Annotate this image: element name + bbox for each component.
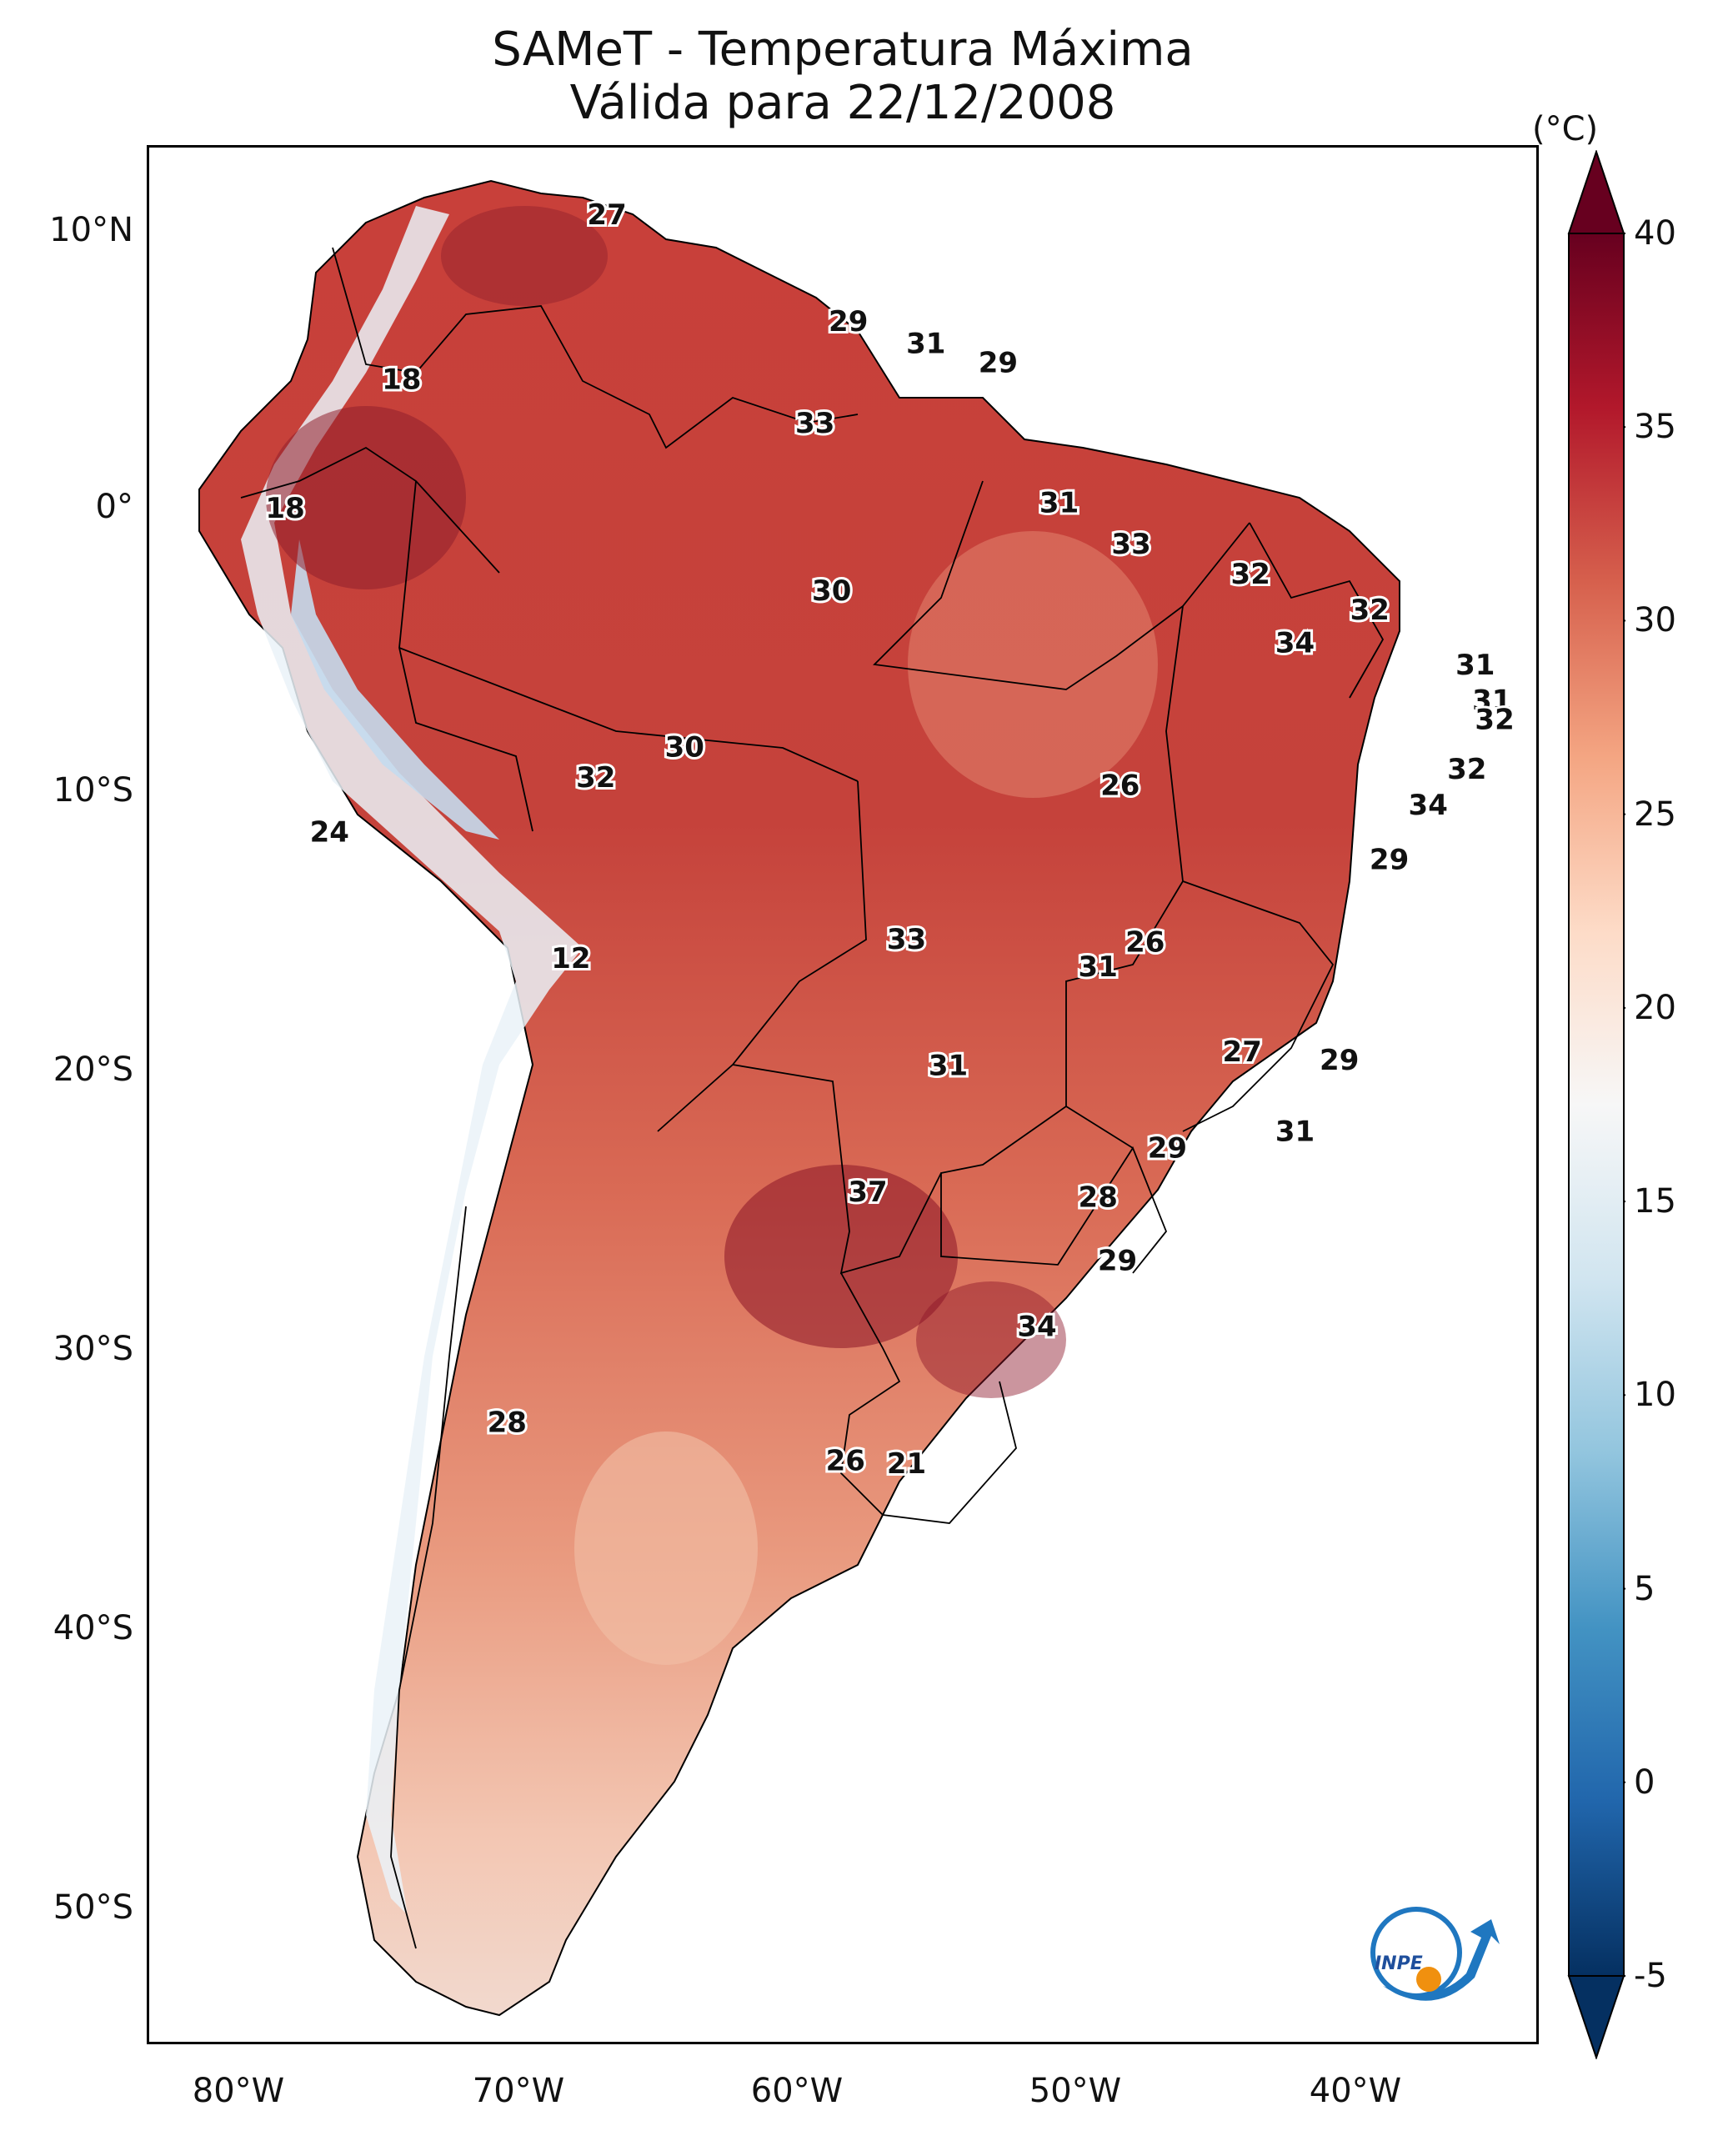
temperature-label: 26 — [826, 1445, 865, 1478]
temperature-label: 26 — [1100, 770, 1139, 803]
colorbar-tick-label: 30 — [1634, 601, 1676, 640]
lat-label-10n: 10°N — [49, 211, 133, 249]
map-title: SAMeT - Temperatura Máxima — [492, 23, 1194, 77]
temperature-label: 24 — [310, 816, 349, 850]
colorbar — [1567, 150, 1625, 2059]
colorbar-gradient — [1568, 233, 1625, 1977]
lon-label-50w: 50°W — [1029, 2072, 1122, 2110]
temperature-label: 31 — [1472, 684, 1511, 718]
lat-label-20s: 20°S — [53, 1050, 133, 1089]
temperature-label: 12 — [551, 942, 590, 975]
temperature-label: 32 — [1475, 704, 1514, 737]
temperature-label: 32 — [1447, 753, 1486, 786]
temperature-label: 29 — [979, 347, 1018, 380]
inpe-logo: INPE — [1370, 1907, 1500, 2001]
colorbar-tick-label: 35 — [1634, 408, 1676, 447]
lat-label-0: 0° — [95, 488, 133, 526]
andes-cold-core — [291, 539, 499, 840]
temperature-label: 18 — [382, 363, 421, 396]
temperature-label: 31 — [1275, 1116, 1315, 1149]
colorbar-tick-label: 0 — [1634, 1762, 1655, 1802]
colorbar-tick-label: 25 — [1634, 795, 1676, 834]
colorbar-min-arrow — [1567, 1975, 1625, 2059]
temperature-label: 27 — [587, 198, 626, 232]
hot-area-pampa-south-brazil — [916, 1281, 1066, 1398]
map-panel: 27 29 31 29 18 33 18 31 33 30 32 32 34 31 31 32 30 32 26 32… — [147, 145, 1539, 2044]
hot-area-western-amazon — [266, 406, 466, 589]
temperature-label: 31 — [1455, 649, 1495, 682]
temperature-label: 31 — [929, 1050, 968, 1083]
temperature-label: 31 — [1079, 950, 1118, 984]
temperature-label: 30 — [665, 731, 704, 765]
lon-label-80w: 80°W — [192, 2072, 285, 2110]
temperature-label: 29 — [1148, 1131, 1187, 1165]
logo-text: INPE — [1375, 1953, 1423, 1974]
temperature-label: 33 — [1111, 528, 1150, 561]
hot-area-venezuela — [441, 206, 608, 306]
lat-label-50s: 50°S — [53, 1888, 133, 1927]
temperature-label: 29 — [1370, 844, 1409, 877]
temperature-label: 29 — [829, 305, 868, 338]
colorbar-tick-label: 10 — [1634, 1376, 1676, 1415]
logo-ring-icon — [1370, 1907, 1462, 1998]
temperature-label: 30 — [812, 574, 851, 608]
colorbar-ticks — [1624, 233, 1625, 1977]
lat-label-10s: 10°S — [53, 771, 133, 810]
temperature-label: 34 — [1275, 627, 1315, 660]
lon-label-70w: 70°W — [472, 2072, 565, 2110]
temperature-label: 31 — [1039, 487, 1079, 520]
country-borders — [240, 247, 1385, 1949]
temperature-label: 29 — [1098, 1244, 1137, 1277]
colorbar-tick-label: 20 — [1634, 988, 1676, 1027]
lat-label-40s: 40°S — [53, 1609, 133, 1647]
lon-label-40w: 40°W — [1309, 2072, 1402, 2110]
south-america-landmass — [198, 179, 1400, 2017]
temperature-label: 37 — [848, 1176, 887, 1209]
temperature-label: 28 — [1079, 1181, 1118, 1215]
temperature-label: 29 — [1320, 1044, 1359, 1077]
temperature-label: 21 — [887, 1447, 926, 1481]
temperature-label: 32 — [1231, 558, 1270, 591]
temperature-label: 31 — [906, 328, 945, 361]
colorbar-unit: (°C) — [1532, 110, 1599, 148]
colorbar-tick-label: 5 — [1634, 1569, 1655, 1608]
temperature-label: 33 — [887, 923, 926, 956]
logo-sun-icon — [1416, 1967, 1441, 1992]
temperature-label: 32 — [576, 761, 615, 795]
colorbar-tick-label: 40 — [1634, 214, 1676, 253]
colorbar-tick-label: -5 — [1634, 1957, 1667, 1995]
temperature-label: 26 — [1125, 925, 1165, 959]
colorbar-max-arrow — [1567, 150, 1625, 234]
logo-arrow-icon — [1383, 1919, 1500, 2001]
hot-area-chaco — [724, 1165, 958, 1348]
warm-area-central-brazil — [908, 531, 1158, 798]
temperature-label: 18 — [265, 492, 304, 525]
warm-area-argentina — [574, 1431, 758, 1665]
lat-label-30s: 30°S — [53, 1330, 133, 1368]
temperature-label: 32 — [1350, 594, 1390, 627]
temperature-label: 34 — [1017, 1310, 1056, 1343]
temperature-label: 27 — [1223, 1035, 1262, 1069]
temperature-label: 34 — [1409, 789, 1448, 822]
map-subtitle: Válida para 22/12/2008 — [569, 76, 1116, 130]
temperature-label: 33 — [795, 407, 834, 440]
colorbar-tick-label: 15 — [1634, 1182, 1676, 1221]
lon-label-60w: 60°W — [750, 2072, 844, 2110]
temperature-label: 28 — [488, 1406, 527, 1440]
